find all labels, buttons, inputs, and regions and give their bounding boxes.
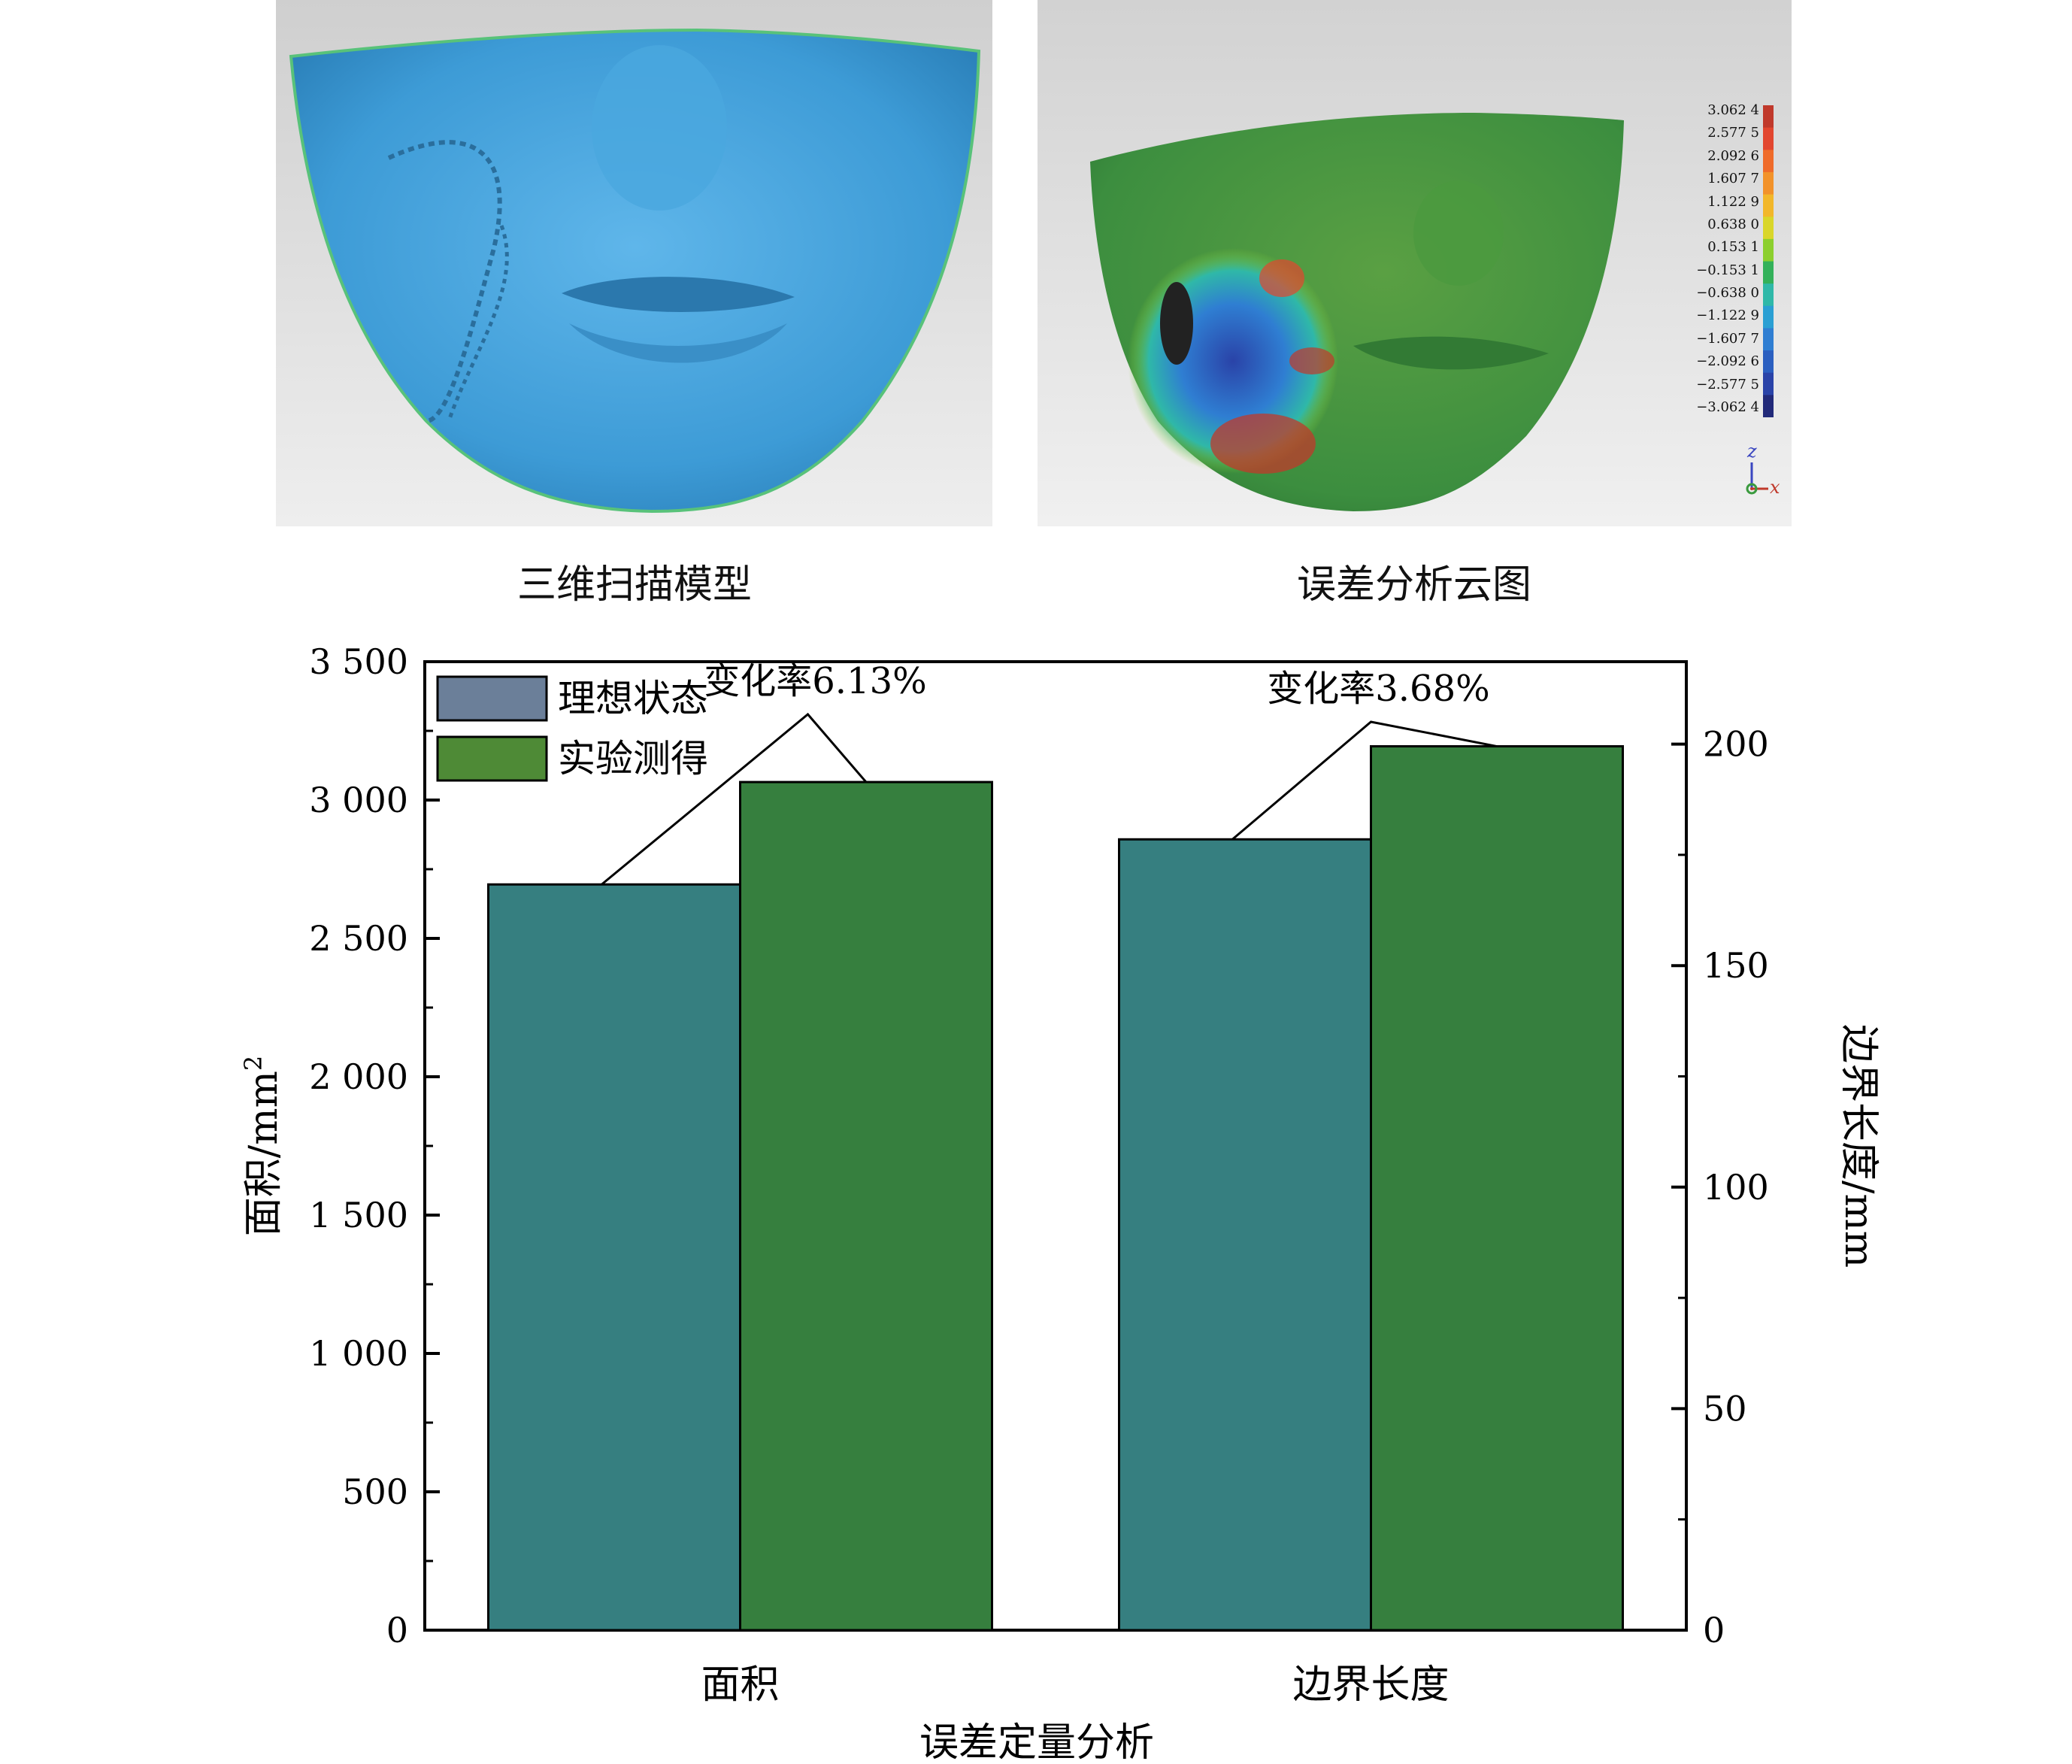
colorbar-segment xyxy=(1763,350,1774,374)
colorbar-segment xyxy=(1763,238,1774,262)
colorbar-segment xyxy=(1763,283,1774,307)
colorbar-segment xyxy=(1763,305,1774,329)
bar-ideal xyxy=(1118,838,1372,1632)
bar-ideal xyxy=(487,883,741,1632)
legend-label: 理想状态 xyxy=(558,677,708,720)
change-rate-annotation: 变化率6.13% xyxy=(704,660,927,702)
colorbar-ticks: 3.062 4 2.577 5 2.092 6 1.607 7 1.122 9 0.638… xyxy=(1669,102,1759,417)
colorbar xyxy=(1763,105,1774,418)
colorbar-tick-label: −0.638 0 xyxy=(1696,285,1759,302)
left-axis-tick-label: 500 xyxy=(342,1472,408,1512)
x-category-label: 面积 xyxy=(701,1662,779,1708)
colorbar-tick-label: −2.092 6 xyxy=(1696,353,1759,370)
left-axis-tick-label: 1 500 xyxy=(309,1195,408,1235)
left-axis-tick-label: 2 500 xyxy=(309,918,408,959)
left-axis-tick-label: 0 xyxy=(386,1610,408,1650)
legend-swatch xyxy=(436,675,548,722)
colorbar-segment xyxy=(1763,395,1774,418)
scan-model-panel xyxy=(276,0,992,526)
left-axis-title: 面积/mm2 xyxy=(239,1056,286,1237)
left-axis-tick-label: 3 500 xyxy=(309,641,408,682)
right-axis-tick-label: 0 xyxy=(1703,1610,1725,1650)
colorbar-tick-label: −1.607 7 xyxy=(1696,330,1759,347)
colorbar-tick-label: 2.092 6 xyxy=(1707,147,1759,164)
error-cloud-caption: 误差分析云图 xyxy=(1296,562,1531,608)
z-axis-label: z xyxy=(1747,441,1757,462)
x-axis-label: x xyxy=(1770,477,1780,498)
colorbar-segment xyxy=(1763,217,1774,240)
right-axis-tick-label: 50 xyxy=(1703,1388,1747,1429)
change-rate-callout-line xyxy=(601,712,868,886)
colorbar-tick-label: 1.607 7 xyxy=(1707,171,1759,187)
error-cloud-panel: 3.062 4 2.577 5 2.092 6 1.607 7 1.122 9 0.638… xyxy=(1038,0,1792,526)
colorbar-segment xyxy=(1763,261,1774,284)
bar-measured xyxy=(1370,745,1624,1632)
colorbar-segment xyxy=(1763,328,1774,351)
left-axis-tick-label: 1 000 xyxy=(309,1333,408,1374)
left-axis-title-superscript: 2 xyxy=(239,1056,268,1071)
colorbar-tick-label: −1.122 9 xyxy=(1696,308,1759,324)
right-axis-tick-label: 200 xyxy=(1703,724,1769,765)
colorbar-tick-label: 0.638 0 xyxy=(1707,216,1759,232)
colorbar-tick-label: 0.153 1 xyxy=(1707,239,1759,256)
legend-swatch xyxy=(436,735,548,782)
bar-measured xyxy=(739,780,993,1632)
change-rate-callout-line xyxy=(1231,720,1498,841)
change-rate-annotation: 变化率3.68% xyxy=(1267,668,1490,710)
colorbar-tick-label: −0.153 1 xyxy=(1696,262,1759,278)
colorbar-segment xyxy=(1763,194,1774,217)
colorbar-segment xyxy=(1763,127,1774,150)
scan-model-caption: 三维扫描模型 xyxy=(516,562,752,608)
colorbar-tick-label: −2.577 5 xyxy=(1696,376,1759,393)
legend-label: 实验测得 xyxy=(558,737,708,780)
scan-model-image xyxy=(276,0,992,526)
right-axis-tick-label: 100 xyxy=(1703,1167,1769,1208)
left-axis-tick-label: 3 000 xyxy=(309,780,408,820)
left-axis-tick-label: 2 000 xyxy=(309,1056,408,1097)
colorbar-tick-label: 1.122 9 xyxy=(1707,193,1759,210)
colorbar-segment xyxy=(1763,171,1774,195)
colorbar-gradient xyxy=(1763,105,1774,418)
colorbar-tick-label: 3.062 4 xyxy=(1707,102,1759,118)
right-axis-title: 边界长度/mm xyxy=(1836,1024,1881,1268)
colorbar-segment xyxy=(1763,372,1774,396)
x-category-label: 边界长度 xyxy=(1292,1662,1449,1708)
right-axis-tick-label: 150 xyxy=(1703,945,1769,986)
error-cloud-image xyxy=(1038,0,1792,526)
x-axis-title: 误差定量分析 xyxy=(919,1720,1154,1764)
colorbar-tick-label: −3.062 4 xyxy=(1696,399,1759,415)
colorbar-segment xyxy=(1763,150,1774,173)
axis-triad-icon: z x xyxy=(1737,441,1782,504)
colorbar-segment xyxy=(1763,105,1774,129)
colorbar-tick-label: 2.577 5 xyxy=(1707,125,1759,141)
